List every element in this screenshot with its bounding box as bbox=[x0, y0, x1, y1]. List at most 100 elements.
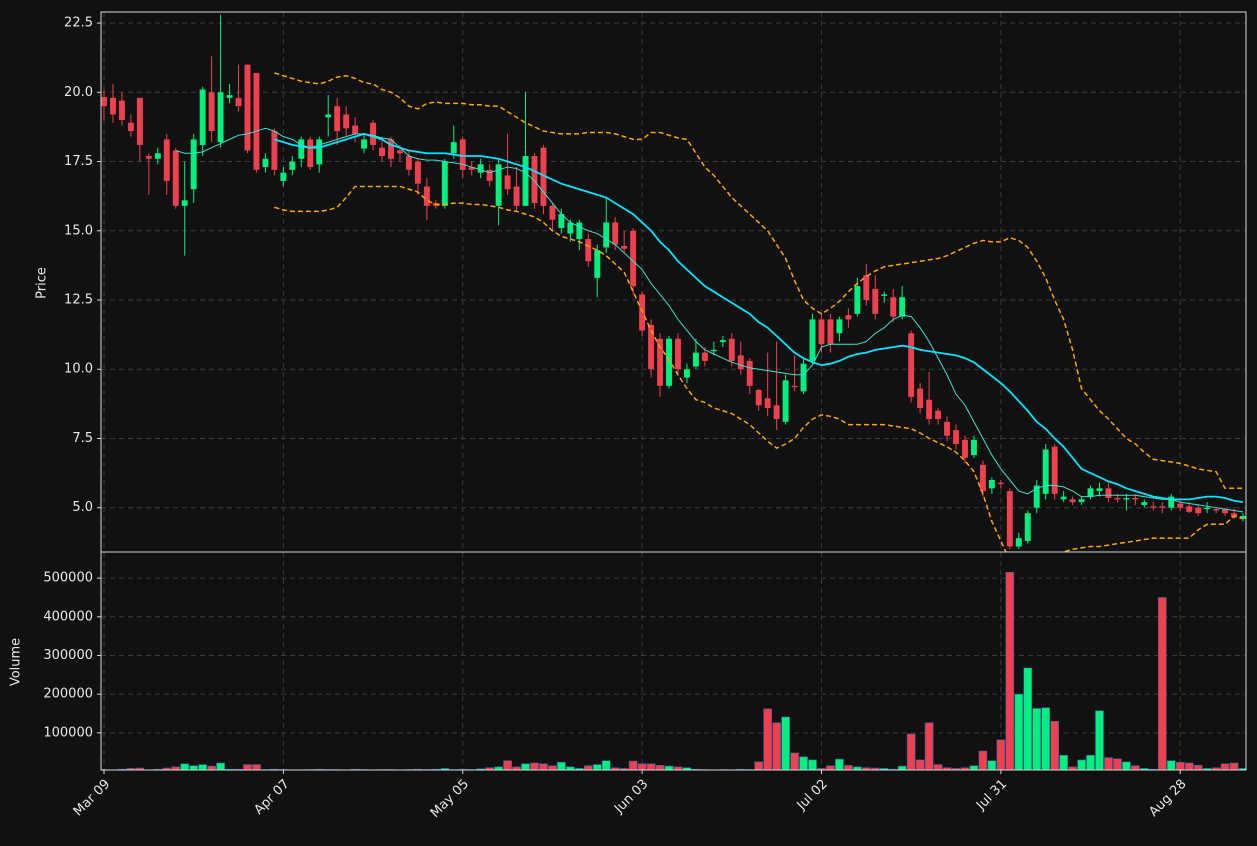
candle-body bbox=[1114, 498, 1120, 499]
volume-bar bbox=[548, 766, 556, 770]
candle-body bbox=[442, 162, 448, 206]
volume-bar bbox=[1024, 668, 1032, 770]
volume-bar bbox=[1122, 762, 1130, 770]
candle-body bbox=[128, 123, 134, 131]
candle-body bbox=[854, 286, 860, 314]
volume-bar bbox=[1015, 694, 1023, 770]
volume-bar bbox=[1113, 759, 1121, 770]
volume-bar bbox=[907, 734, 915, 770]
volume-bar bbox=[530, 763, 538, 770]
candle-body bbox=[191, 139, 197, 189]
candle-body bbox=[370, 123, 376, 145]
candle-body bbox=[209, 92, 215, 131]
candle-body bbox=[245, 65, 251, 151]
candle-body bbox=[1159, 506, 1165, 507]
candle-body bbox=[101, 97, 107, 106]
volume-bar bbox=[584, 766, 592, 770]
candle-body bbox=[1204, 508, 1210, 509]
candle-body bbox=[1070, 499, 1076, 502]
y-tick-label: 5.0 bbox=[72, 500, 93, 515]
candle-body bbox=[155, 153, 161, 159]
candle-body bbox=[666, 339, 672, 386]
volume-tick-label: 100000 bbox=[43, 725, 93, 740]
candle-body bbox=[612, 222, 618, 244]
volume-bar bbox=[898, 766, 906, 770]
candle-body bbox=[1043, 450, 1049, 494]
candle-body bbox=[316, 139, 322, 164]
candle-body bbox=[765, 398, 771, 408]
candle-body bbox=[738, 355, 744, 369]
volume-bar bbox=[773, 723, 781, 770]
candle-body bbox=[334, 106, 340, 131]
candle-body bbox=[953, 430, 959, 444]
candle-body bbox=[137, 98, 143, 145]
candle-body bbox=[567, 222, 573, 233]
volume-bar bbox=[1167, 761, 1175, 770]
volume-bar bbox=[243, 765, 251, 770]
candle-body bbox=[262, 159, 268, 167]
candle-body bbox=[379, 148, 385, 156]
candle-body bbox=[801, 364, 807, 392]
volume-bar bbox=[1051, 721, 1059, 770]
candle-body bbox=[218, 92, 224, 142]
candle-body bbox=[720, 340, 726, 342]
candle-body bbox=[774, 405, 780, 419]
volume-bar bbox=[252, 765, 260, 770]
volume-tick-label: 200000 bbox=[43, 687, 93, 702]
volume-bar bbox=[539, 764, 547, 770]
volume-bar bbox=[638, 764, 646, 770]
candle-body bbox=[352, 126, 358, 134]
candle-body bbox=[594, 250, 600, 278]
volume-bar bbox=[988, 761, 996, 770]
candle-body bbox=[200, 90, 206, 145]
volume-bar bbox=[665, 766, 673, 770]
candle-body bbox=[523, 156, 529, 206]
volume-bar bbox=[916, 760, 924, 770]
candle-body bbox=[361, 139, 367, 148]
volume-bar bbox=[791, 753, 799, 770]
candle-body bbox=[388, 139, 394, 158]
volume-bar bbox=[1095, 711, 1103, 770]
candle-body bbox=[684, 369, 690, 377]
volume-bar bbox=[557, 762, 565, 770]
candle-body bbox=[227, 95, 233, 98]
candle-body bbox=[1123, 498, 1129, 499]
volume-bar bbox=[835, 759, 843, 770]
volume-bar bbox=[1078, 760, 1086, 770]
candle-body bbox=[146, 156, 152, 159]
candle-body bbox=[451, 142, 457, 153]
volume-bar bbox=[925, 723, 933, 770]
candle-body bbox=[845, 315, 851, 319]
candle-body bbox=[119, 101, 125, 120]
volume-bar bbox=[629, 761, 637, 770]
candle-body bbox=[827, 319, 833, 344]
candle-body bbox=[729, 339, 735, 361]
candle-body bbox=[1079, 499, 1085, 502]
candle-body bbox=[989, 480, 995, 488]
candle-body bbox=[962, 440, 968, 458]
volume-bar bbox=[1221, 764, 1229, 770]
candle-body bbox=[236, 98, 242, 106]
volume-bar bbox=[1176, 762, 1184, 770]
volume-bar bbox=[602, 761, 610, 770]
price-axis-label: Price bbox=[35, 267, 50, 299]
volume-bar bbox=[647, 764, 655, 770]
candle-body bbox=[1025, 513, 1031, 541]
candle-body bbox=[944, 422, 950, 436]
volume-bar bbox=[1230, 763, 1238, 770]
volume-bar bbox=[755, 762, 763, 770]
volume-bar bbox=[808, 760, 816, 770]
volume-bar bbox=[1060, 755, 1068, 770]
volume-tick-label: 500000 bbox=[43, 571, 93, 586]
candle-body bbox=[693, 353, 699, 367]
candle-body bbox=[585, 239, 591, 261]
volume-bar bbox=[190, 766, 198, 770]
candle-body bbox=[935, 411, 941, 419]
volume-bar bbox=[970, 766, 978, 770]
candle-body bbox=[478, 164, 484, 172]
volume-bar bbox=[593, 765, 601, 770]
candle-body bbox=[810, 319, 816, 361]
candle-body bbox=[549, 206, 555, 220]
